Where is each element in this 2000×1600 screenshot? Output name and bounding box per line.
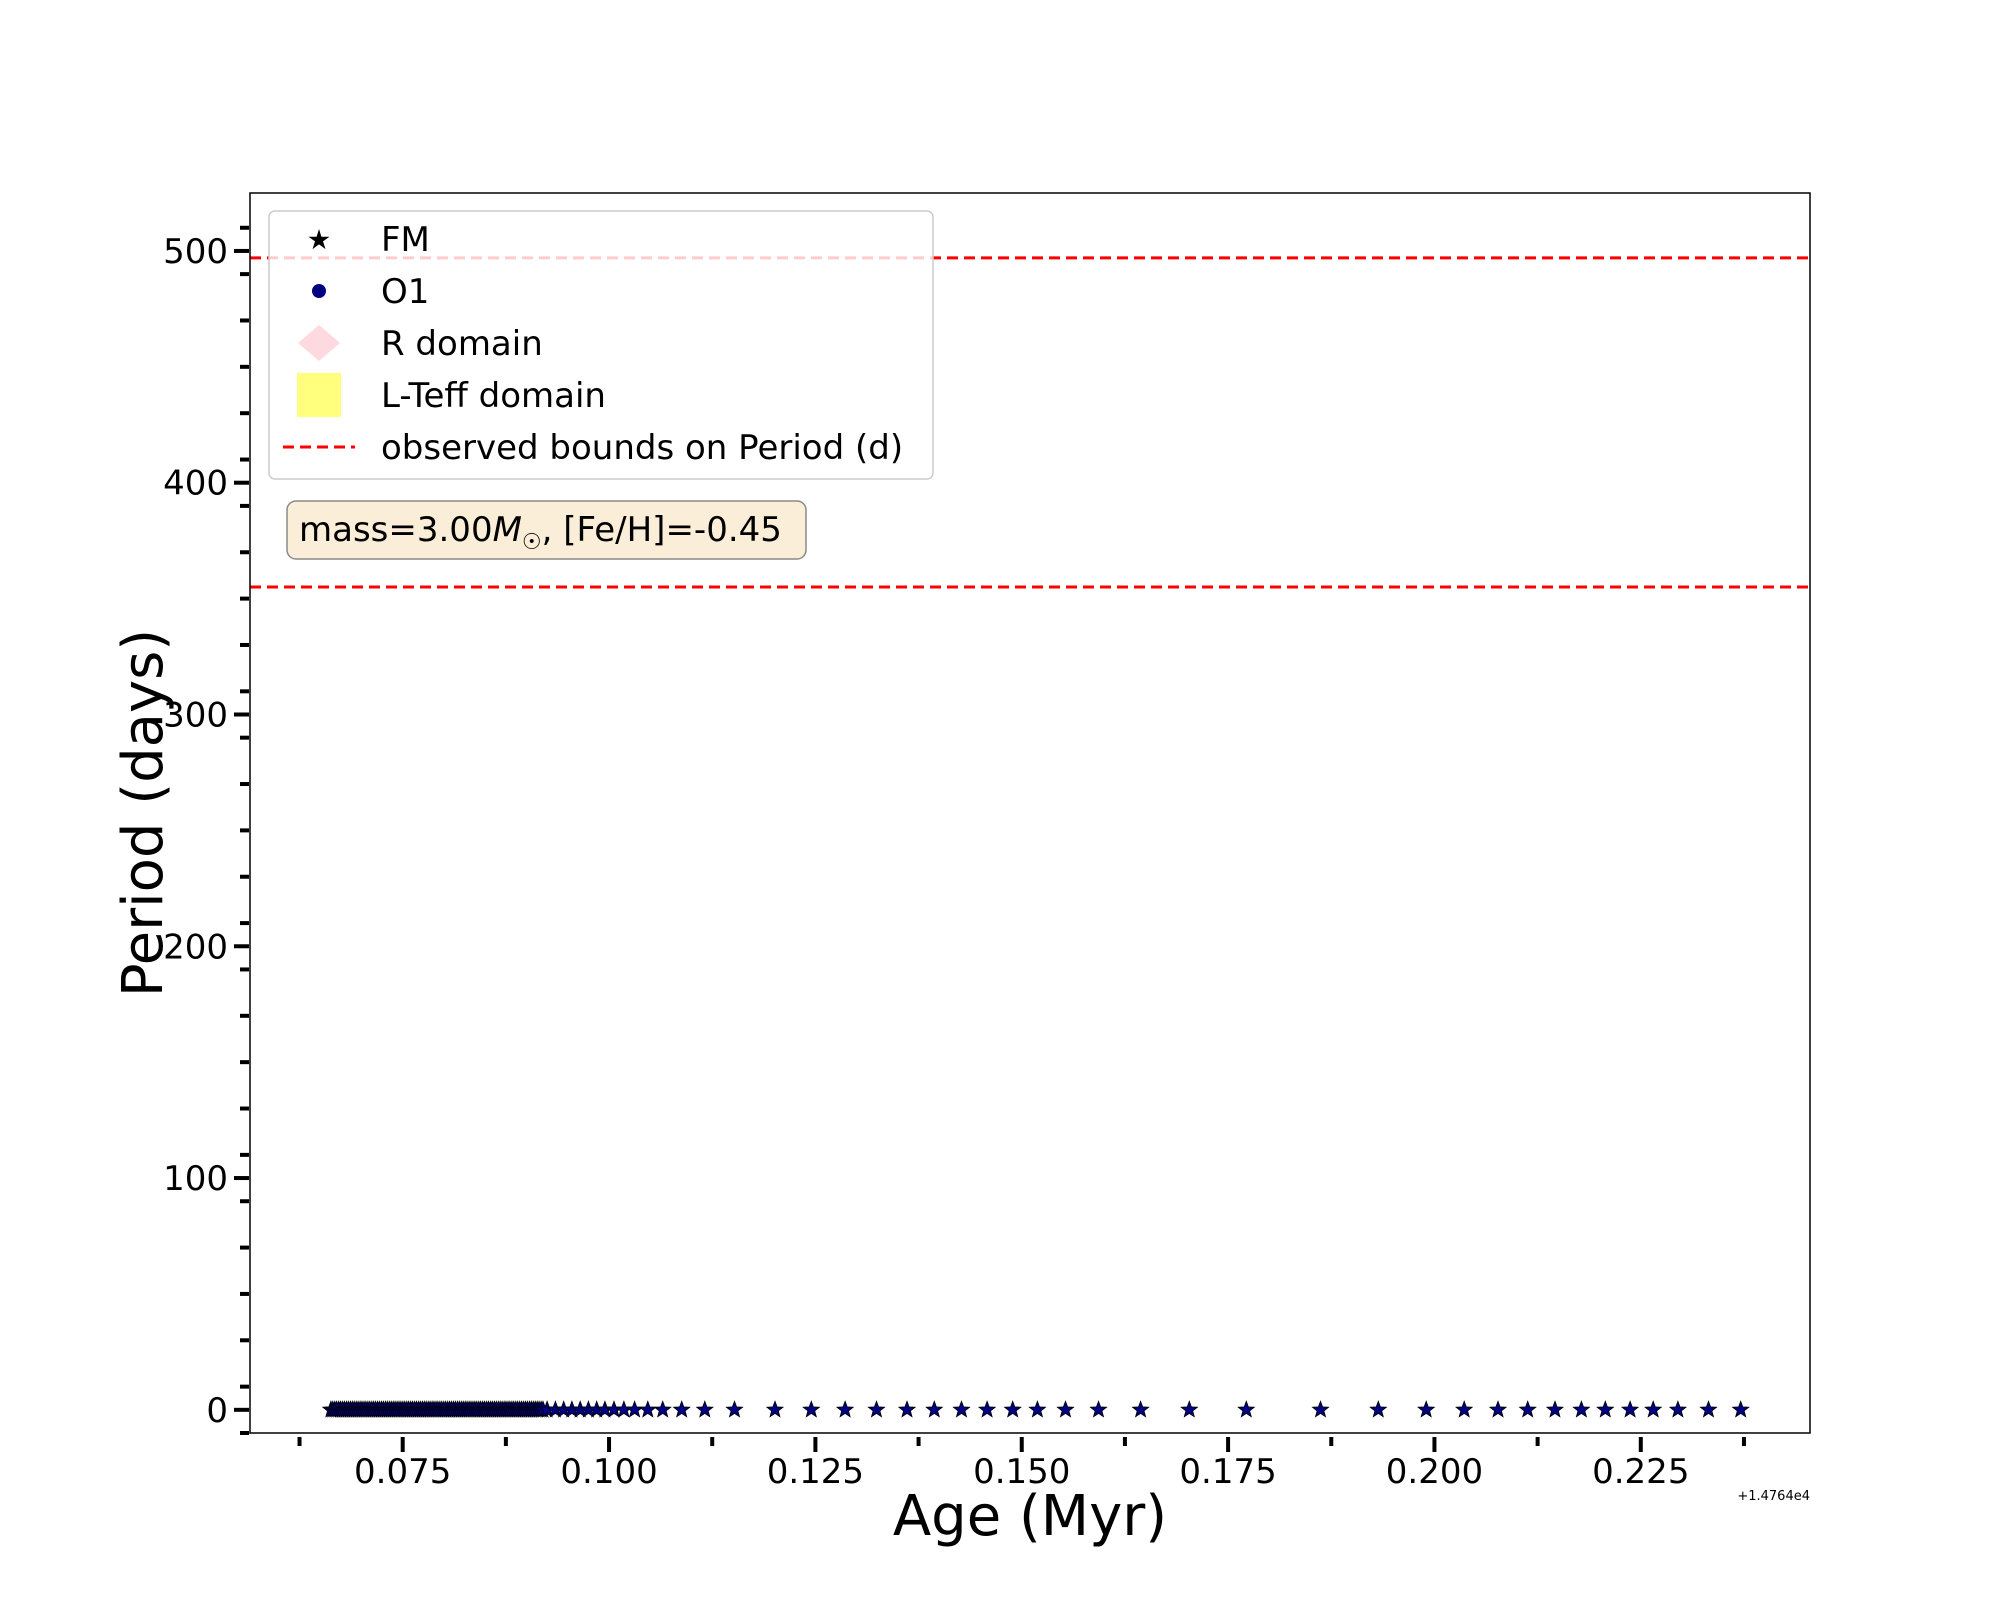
data-point <box>1369 1400 1388 1418</box>
data-point <box>672 1400 691 1418</box>
data-point <box>1455 1400 1474 1418</box>
data-point <box>1089 1400 1108 1418</box>
data-point <box>977 1400 997 1418</box>
data-point <box>1028 1400 1047 1418</box>
data-point <box>725 1400 744 1418</box>
data-point <box>802 1400 821 1418</box>
y-tick-label: 500 <box>163 232 228 272</box>
y-tick-label: 100 <box>163 1159 228 1199</box>
legend-label-r-domain: R domain <box>381 324 543 364</box>
x-tick-label: 0.075 <box>354 1452 451 1492</box>
legend-entry-observed-bounds: observed bounds on Period (d) <box>283 428 903 468</box>
legend: FM O1 R domain L-Teff domain observed bo… <box>268 210 934 480</box>
x-tick-label: 0.100 <box>560 1452 657 1492</box>
y-tick-label: 0 <box>206 1391 228 1431</box>
data-point <box>867 1400 886 1418</box>
data-point <box>1644 1400 1663 1418</box>
y-tick-label: 200 <box>163 927 228 967</box>
data-point <box>625 1400 644 1418</box>
data-point <box>1180 1400 1199 1418</box>
data-point <box>925 1400 944 1418</box>
circle-icon <box>312 284 326 298</box>
data-point <box>1699 1400 1718 1418</box>
legend-label-observed-bounds: observed bounds on Period (d) <box>381 428 903 468</box>
data-point <box>653 1400 672 1418</box>
data-point <box>638 1400 657 1418</box>
x-tick-label: 0.175 <box>1179 1452 1276 1492</box>
data-point <box>1003 1400 1022 1418</box>
y-axis-title: Period (days) <box>111 629 176 997</box>
x-tick-label: 0.225 <box>1592 1452 1689 1492</box>
x-tick-label: 0.125 <box>767 1452 864 1492</box>
legend-label-l-teff-domain: L-Teff domain <box>381 376 606 416</box>
y-axis: 0 100 200 300 400 500 <box>163 225 249 1435</box>
y-tick-label: 400 <box>163 464 228 504</box>
x-axis: 0.075 0.100 0.125 0.150 0.175 0.200 0.225 <box>297 1437 1746 1492</box>
data-point <box>897 1400 917 1418</box>
x-tick-label: 0.150 <box>973 1452 1070 1492</box>
data-point <box>1596 1400 1615 1418</box>
data-point <box>695 1400 714 1418</box>
data-point <box>1731 1400 1750 1418</box>
data-point <box>1417 1400 1436 1418</box>
data-point <box>1518 1400 1537 1418</box>
x-axis-offset-label: +1.4764e4 <box>1737 1489 1810 1504</box>
data-point <box>1237 1400 1256 1418</box>
legend-entry-fm: FM <box>308 220 430 260</box>
data-points-layer <box>321 1400 1750 1418</box>
data-point <box>1311 1400 1330 1418</box>
data-point <box>1056 1400 1075 1418</box>
data-point <box>1572 1400 1591 1418</box>
square-icon <box>297 373 341 417</box>
data-point <box>1488 1400 1508 1418</box>
data-point <box>835 1400 855 1418</box>
diamond-icon <box>298 325 340 361</box>
y-tick-label: 300 <box>163 695 228 735</box>
x-axis-title: Age (Myr) <box>893 1484 1167 1549</box>
plot-frame <box>249 192 1811 1434</box>
data-point <box>1545 1400 1565 1418</box>
star-icon <box>308 229 330 250</box>
mass-metallicity-annotation: mass=3.00M☉, [Fe/H]=-0.45 <box>286 500 807 560</box>
legend-entry-o1: O1 <box>312 272 429 312</box>
data-point <box>1131 1400 1150 1418</box>
legend-entry-l-teff-domain: L-Teff domain <box>297 373 606 417</box>
legend-entry-r-domain: R domain <box>298 324 543 364</box>
annotation-box <box>286 500 807 560</box>
legend-label-fm: FM <box>381 220 430 260</box>
legend-frame <box>268 210 934 480</box>
data-point <box>1620 1400 1640 1418</box>
x-tick-label: 0.200 <box>1386 1452 1483 1492</box>
annotation-text: mass=3.00M☉, [Fe/H]=-0.45 <box>299 510 782 555</box>
legend-label-o1: O1 <box>381 272 429 312</box>
data-point <box>1668 1400 1688 1418</box>
data-point <box>765 1400 785 1418</box>
data-point <box>952 1400 971 1418</box>
